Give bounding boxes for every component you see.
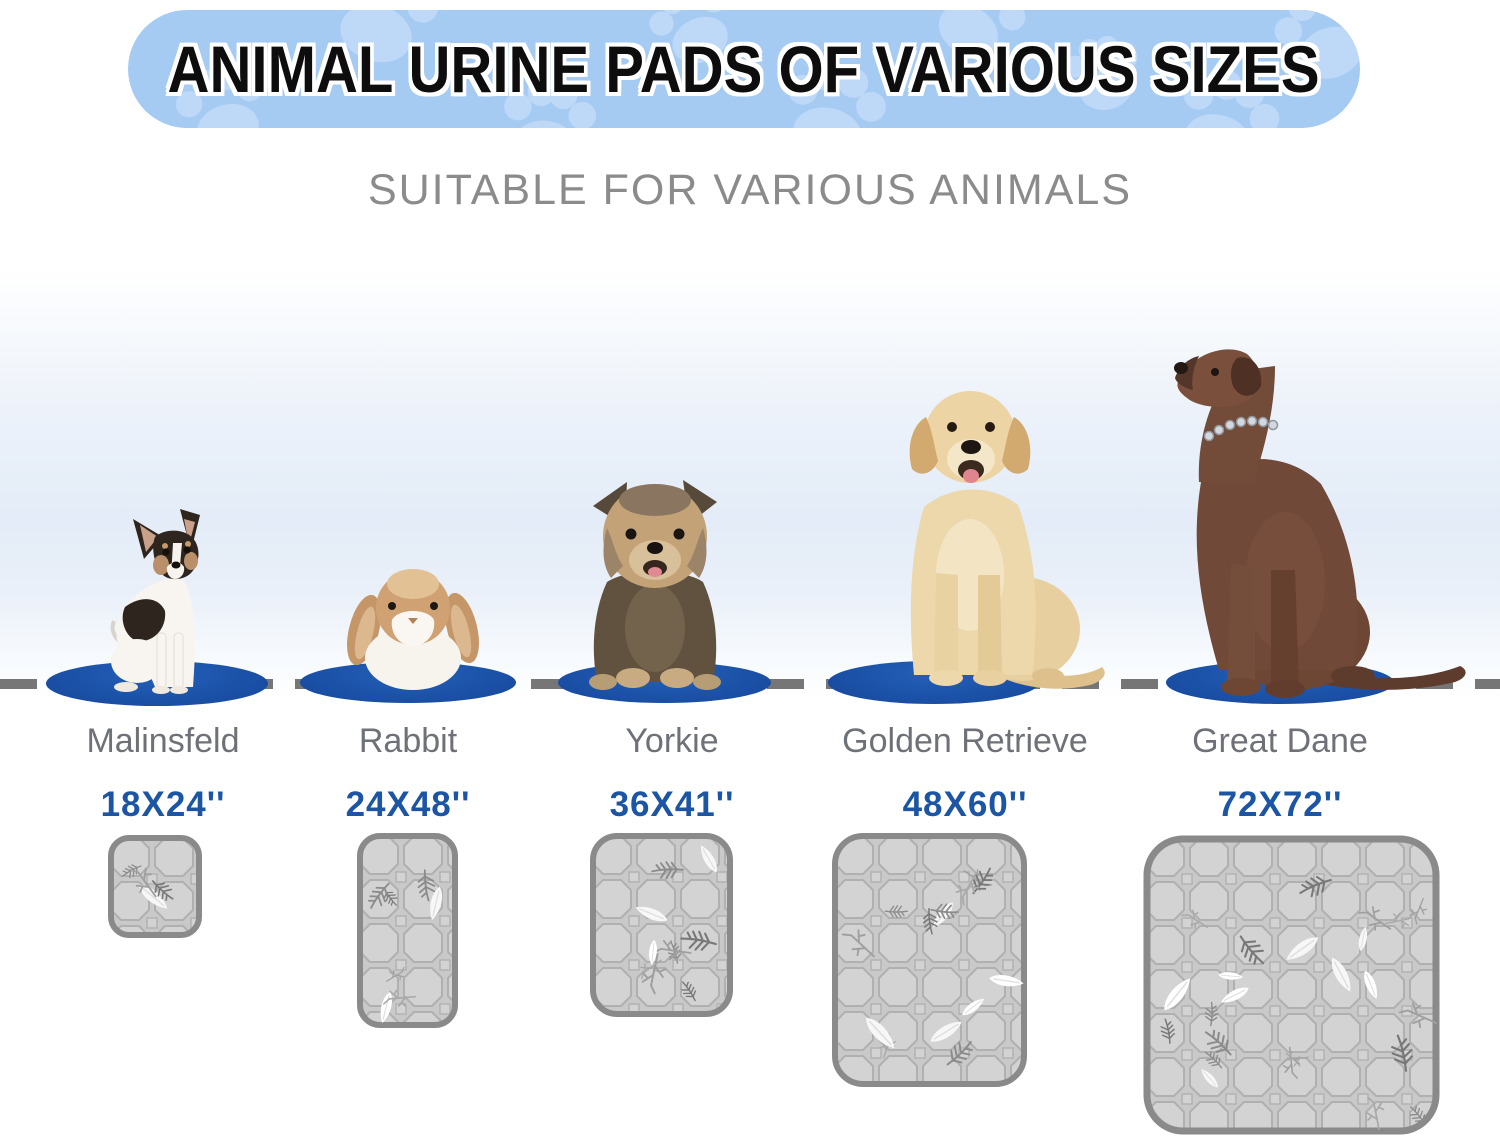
eye bbox=[430, 602, 438, 610]
pad-size-72x72: 72X72'' bbox=[1217, 785, 1343, 824]
pad-swatch-36x41 bbox=[590, 833, 733, 1017]
ear bbox=[1230, 357, 1262, 396]
front-leg bbox=[1227, 564, 1255, 684]
pad-swatch-72x72 bbox=[1143, 835, 1440, 1135]
left-ear bbox=[909, 417, 938, 474]
nose bbox=[171, 561, 181, 569]
muzzle bbox=[391, 611, 435, 646]
eye bbox=[625, 528, 637, 540]
pad-size-48x60: 48X60'' bbox=[902, 785, 1028, 824]
malinsfeld-dog-illustration bbox=[110, 509, 200, 694]
golden-retriever-illustration bbox=[909, 391, 1105, 689]
eye bbox=[162, 548, 170, 556]
main-title: ANIMAL URINE PADS OF VARIOUS SIZES bbox=[167, 32, 1321, 106]
great-dane-illustration bbox=[1174, 349, 1466, 698]
front-leg bbox=[1271, 570, 1299, 686]
front-leg bbox=[978, 575, 1002, 675]
chain-collar bbox=[1203, 415, 1279, 442]
pad-swatch-48x60 bbox=[832, 833, 1027, 1087]
subtitle: SUITABLE FOR VARIOUS ANIMALS bbox=[367, 166, 1133, 214]
animal-name-malinsfeld: Malinsfeld bbox=[86, 722, 240, 760]
right-ear bbox=[1002, 417, 1031, 474]
haunch bbox=[111, 639, 163, 683]
eye bbox=[947, 422, 957, 432]
body bbox=[365, 626, 461, 690]
eye bbox=[388, 602, 396, 610]
muzzle bbox=[1175, 356, 1199, 390]
back-patch bbox=[122, 599, 166, 642]
pad-size-36x41: 36X41'' bbox=[609, 785, 735, 824]
front-leg bbox=[934, 573, 958, 675]
yorkie-illustration bbox=[589, 480, 721, 690]
nose bbox=[647, 542, 663, 554]
animal-name-yorkie: Yorkie bbox=[625, 722, 719, 760]
rabbit-illustration bbox=[347, 569, 479, 690]
tongue bbox=[963, 469, 979, 483]
animal-name-rabbit: Rabbit bbox=[358, 722, 458, 760]
eye bbox=[1211, 368, 1219, 376]
animal-name-great-dane: Great Dane bbox=[1192, 722, 1368, 760]
eye bbox=[183, 546, 191, 554]
nose bbox=[408, 618, 418, 624]
nose bbox=[961, 440, 981, 454]
tongue bbox=[648, 567, 662, 577]
pad-size-18x24: 18X24'' bbox=[100, 785, 226, 824]
eye bbox=[673, 528, 685, 540]
pad-swatch-18x24 bbox=[108, 835, 202, 938]
pad-swatch-24x48 bbox=[357, 833, 458, 1028]
animal-name-golden-retrieve: Golden Retrieve bbox=[842, 722, 1088, 760]
nose bbox=[1174, 362, 1188, 374]
title-banner: ANIMAL URINE PADS OF VARIOUS SIZES bbox=[128, 10, 1360, 128]
eye bbox=[985, 422, 995, 432]
pad-size-24x48: 24X48'' bbox=[345, 785, 471, 824]
